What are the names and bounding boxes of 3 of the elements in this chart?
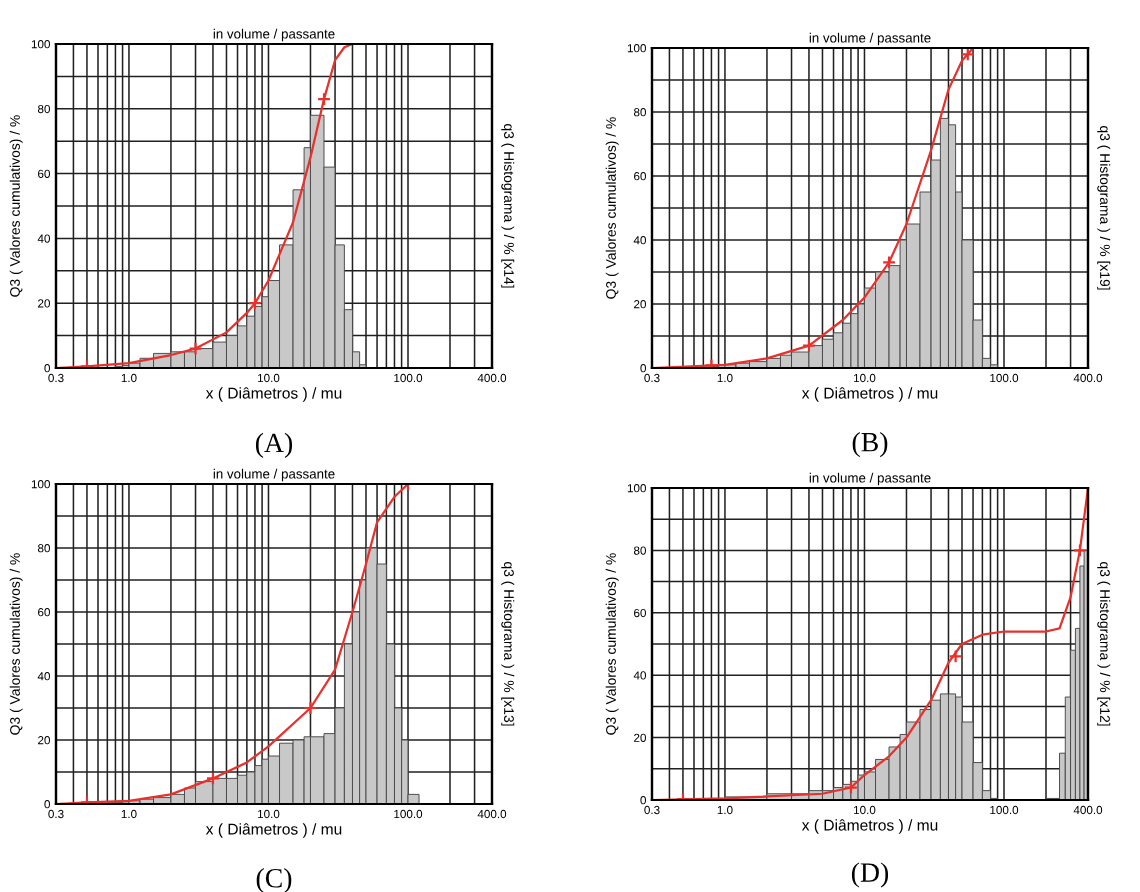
text: (B) [852,432,888,458]
text: (D) [851,862,889,888]
text: (A) [255,432,293,458]
